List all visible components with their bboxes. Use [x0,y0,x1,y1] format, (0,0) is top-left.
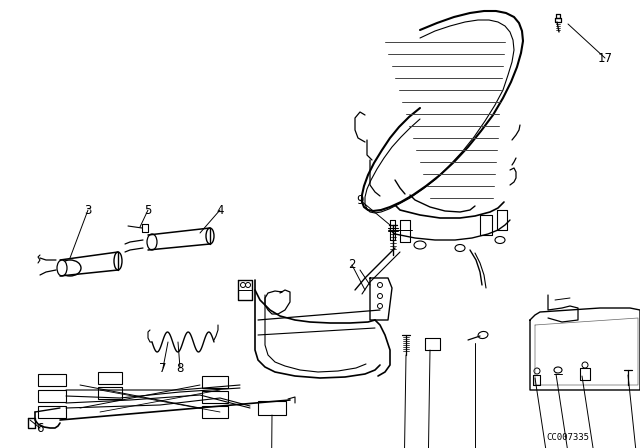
FancyBboxPatch shape [98,387,122,399]
Ellipse shape [495,237,505,244]
Ellipse shape [455,245,465,251]
Ellipse shape [378,293,383,298]
FancyBboxPatch shape [98,372,122,384]
FancyBboxPatch shape [258,401,286,415]
Text: 8: 8 [176,362,184,375]
Ellipse shape [478,332,488,339]
FancyBboxPatch shape [38,390,66,402]
Ellipse shape [378,303,383,309]
FancyBboxPatch shape [38,374,66,386]
Text: 9: 9 [356,194,364,207]
Ellipse shape [59,260,81,276]
Ellipse shape [582,362,588,368]
Text: 17: 17 [598,52,612,65]
FancyBboxPatch shape [202,406,228,418]
Ellipse shape [147,234,157,250]
Ellipse shape [241,283,246,288]
Text: 2: 2 [348,258,356,271]
Ellipse shape [246,283,250,288]
Text: 3: 3 [84,203,92,216]
Text: 6: 6 [36,422,44,435]
Text: CC007335: CC007335 [547,434,589,443]
Ellipse shape [554,367,562,373]
Ellipse shape [206,228,214,244]
Text: 4: 4 [216,203,224,216]
Text: 7: 7 [159,362,167,375]
Ellipse shape [378,283,383,288]
Ellipse shape [57,260,67,276]
Ellipse shape [414,241,426,249]
FancyBboxPatch shape [202,376,228,388]
FancyBboxPatch shape [202,391,228,403]
Ellipse shape [114,252,122,270]
FancyBboxPatch shape [38,406,66,418]
Text: 5: 5 [144,203,152,216]
Ellipse shape [534,368,540,374]
